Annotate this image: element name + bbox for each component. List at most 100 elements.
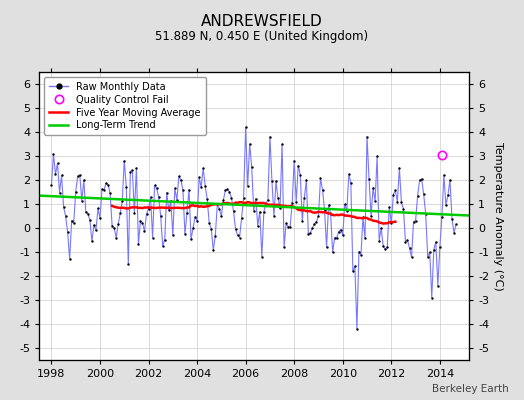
Point [320,206,329,213]
Point [345,171,353,178]
Point [420,191,428,198]
Point [428,294,436,301]
Point [53,160,62,167]
Point [411,218,420,224]
Point [440,172,448,178]
Point [171,185,179,192]
Point [187,236,195,242]
Point [288,200,297,206]
Point [155,194,163,200]
Text: Berkeley Earth: Berkeley Earth [432,384,508,394]
Point [80,177,88,183]
Point [326,210,335,217]
Point [114,221,123,227]
Point [316,175,325,182]
Point [405,245,413,251]
Point [82,209,90,215]
Point [266,134,274,140]
Point [239,195,248,201]
Point [223,186,232,192]
Point [448,215,456,222]
Point [244,183,252,189]
Point [47,182,56,188]
Point [73,173,82,180]
Point [112,234,121,241]
Point [237,214,246,221]
Point [318,186,326,193]
Point [94,205,102,212]
Point [300,194,309,201]
Point [377,225,385,231]
Point [179,187,187,194]
Point [116,210,124,217]
Point [314,213,323,219]
Point [88,238,96,244]
Point [371,198,379,204]
Point [435,244,444,250]
Point [199,165,208,172]
Point [61,213,70,219]
Point [432,239,440,245]
Point [215,206,224,212]
Text: 51.889 N, 0.450 E (United Kingdom): 51.889 N, 0.450 E (United Kingdom) [156,30,368,43]
Point [418,176,426,182]
Point [207,226,215,232]
Point [355,248,363,255]
Point [387,220,396,226]
Point [296,172,304,178]
Point [268,178,276,185]
Point [343,208,351,214]
Point [49,151,58,158]
Point [104,182,112,188]
Y-axis label: Temperature Anomaly (°C): Temperature Anomaly (°C) [493,142,503,290]
Point [333,234,341,241]
Point [177,177,185,183]
Legend: Raw Monthly Data, Quality Control Fail, Five Year Moving Average, Long-Term Tren: Raw Monthly Data, Quality Control Fail, … [44,77,205,135]
Point [329,249,337,256]
Point [399,206,408,212]
Point [306,230,314,236]
Point [193,218,201,224]
Point [391,187,399,194]
Point [282,220,290,226]
Point [423,254,432,260]
Point [102,180,110,186]
Point [68,217,76,224]
Point [434,282,442,289]
Point [401,239,410,245]
Point [416,177,424,183]
Point [385,204,394,210]
Point [389,192,398,198]
Point [367,213,375,219]
Point [425,249,434,256]
Point [100,187,108,193]
Point [143,211,151,217]
Point [211,232,220,239]
Point [242,124,250,130]
Point [284,224,292,230]
Point [148,234,157,241]
Point [341,201,349,208]
Point [213,201,222,208]
Point [167,198,175,204]
Text: ANDREWSFIELD: ANDREWSFIELD [201,14,323,29]
Point [264,197,272,203]
Point [270,213,278,219]
Point [292,199,300,205]
Point [397,199,406,206]
Point [225,189,234,195]
Point [165,207,173,214]
Point [75,172,84,178]
Point [258,254,266,260]
Point [126,169,135,175]
Point [276,205,284,211]
Point [217,213,225,219]
Point [231,226,239,232]
Point [106,190,114,196]
Point [403,237,412,243]
Point [395,165,403,171]
Point [84,210,92,217]
Point [312,218,321,225]
Point [357,252,365,258]
Point [261,200,270,207]
